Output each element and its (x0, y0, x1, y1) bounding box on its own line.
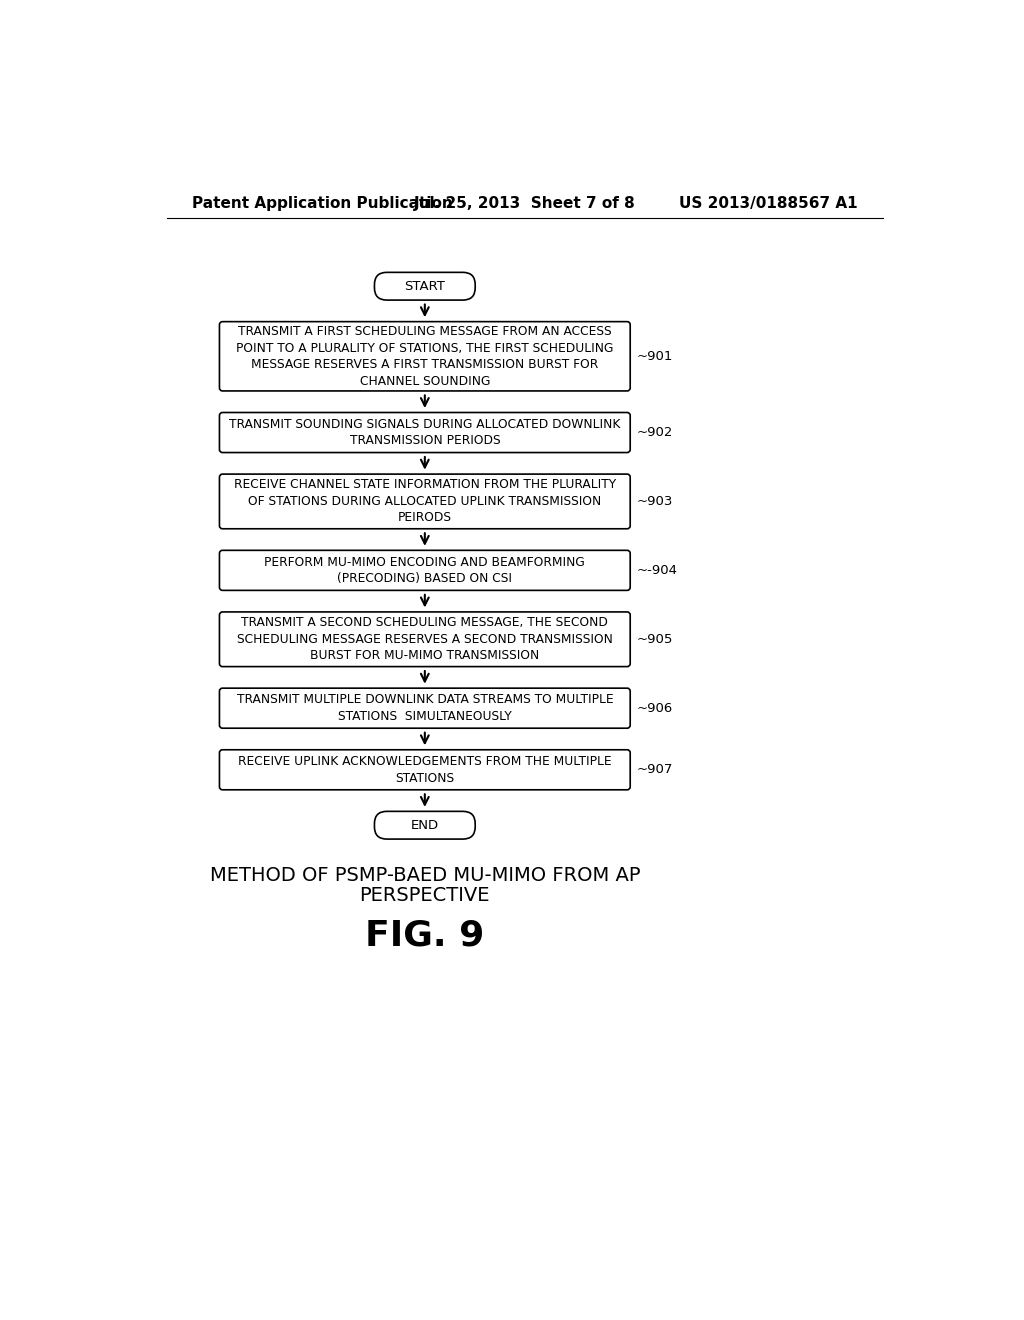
FancyBboxPatch shape (219, 750, 630, 789)
FancyBboxPatch shape (219, 550, 630, 590)
FancyBboxPatch shape (375, 812, 475, 840)
Text: METHOD OF PSMP-BAED MU-MIMO FROM AP: METHOD OF PSMP-BAED MU-MIMO FROM AP (210, 866, 640, 884)
Text: US 2013/0188567 A1: US 2013/0188567 A1 (680, 195, 858, 211)
Text: ~905: ~905 (636, 632, 673, 645)
Text: RECEIVE CHANNEL STATE INFORMATION FROM THE PLURALITY
OF STATIONS DURING ALLOCATE: RECEIVE CHANNEL STATE INFORMATION FROM T… (233, 478, 615, 524)
Text: ~906: ~906 (636, 702, 673, 714)
Text: TRANSMIT MULTIPLE DOWNLINK DATA STREAMS TO MULTIPLE
STATIONS  SIMULTANEOUSLY: TRANSMIT MULTIPLE DOWNLINK DATA STREAMS … (237, 693, 613, 723)
FancyBboxPatch shape (375, 272, 475, 300)
Text: TRANSMIT A FIRST SCHEDULING MESSAGE FROM AN ACCESS
POINT TO A PLURALITY OF STATI: TRANSMIT A FIRST SCHEDULING MESSAGE FROM… (237, 325, 613, 388)
Text: Jul. 25, 2013  Sheet 7 of 8: Jul. 25, 2013 Sheet 7 of 8 (414, 195, 636, 211)
Text: ~903: ~903 (636, 495, 673, 508)
FancyBboxPatch shape (219, 474, 630, 529)
FancyBboxPatch shape (219, 322, 630, 391)
Text: ~901: ~901 (636, 350, 673, 363)
FancyBboxPatch shape (219, 412, 630, 453)
Text: ~907: ~907 (636, 763, 673, 776)
Text: TRANSMIT A SECOND SCHEDULING MESSAGE, THE SECOND
SCHEDULING MESSAGE RESERVES A S: TRANSMIT A SECOND SCHEDULING MESSAGE, TH… (237, 616, 612, 663)
Text: PERFORM MU-MIMO ENCODING AND BEAMFORMING
(PRECODING) BASED ON CSI: PERFORM MU-MIMO ENCODING AND BEAMFORMING… (264, 556, 585, 585)
FancyBboxPatch shape (219, 612, 630, 667)
Text: TRANSMIT SOUNDING SIGNALS DURING ALLOCATED DOWNLINK
TRANSMISSION PERIODS: TRANSMIT SOUNDING SIGNALS DURING ALLOCAT… (229, 417, 621, 447)
FancyBboxPatch shape (219, 688, 630, 729)
Text: START: START (404, 280, 445, 293)
Text: Patent Application Publication: Patent Application Publication (191, 195, 453, 211)
Text: FIG. 9: FIG. 9 (366, 919, 484, 953)
Text: ~-904: ~-904 (636, 564, 678, 577)
Text: ~902: ~902 (636, 426, 673, 440)
Text: RECEIVE UPLINK ACKNOWLEDGEMENTS FROM THE MULTIPLE
STATIONS: RECEIVE UPLINK ACKNOWLEDGEMENTS FROM THE… (238, 755, 611, 784)
Text: END: END (411, 818, 439, 832)
Text: PERSPECTIVE: PERSPECTIVE (359, 886, 490, 906)
